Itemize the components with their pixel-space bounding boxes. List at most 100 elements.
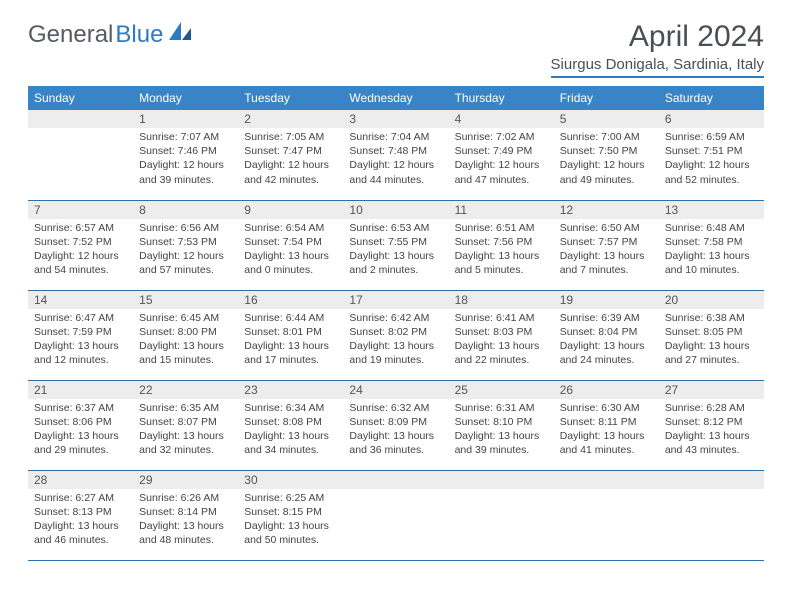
day-number: 9 [238,201,343,219]
day-details: Sunrise: 7:02 AMSunset: 7:49 PMDaylight:… [449,128,554,191]
day-number: 8 [133,201,238,219]
sunset-text: Sunset: 8:14 PM [139,505,232,519]
calendar-week-row: 1Sunrise: 7:07 AMSunset: 7:46 PMDaylight… [28,110,764,200]
sunrise-text: Sunrise: 6:25 AM [244,491,337,505]
title-block: April 2024 Siurgus Donigala, Sardinia, I… [551,20,764,78]
weekday-header: Sunday [28,86,133,110]
day-number: 29 [133,471,238,489]
day-details: Sunrise: 7:00 AMSunset: 7:50 PMDaylight:… [554,128,659,191]
day-details: Sunrise: 6:32 AMSunset: 8:09 PMDaylight:… [343,399,448,462]
day-details: Sunrise: 6:42 AMSunset: 8:02 PMDaylight:… [343,309,448,372]
day-details: Sunrise: 6:35 AMSunset: 8:07 PMDaylight:… [133,399,238,462]
day-details: Sunrise: 6:34 AMSunset: 8:08 PMDaylight:… [238,399,343,462]
sunset-text: Sunset: 8:12 PM [665,415,758,429]
day-details: Sunrise: 7:05 AMSunset: 7:47 PMDaylight:… [238,128,343,191]
sunset-text: Sunset: 8:13 PM [34,505,127,519]
day-details: Sunrise: 6:50 AMSunset: 7:57 PMDaylight:… [554,219,659,282]
day-number: 26 [554,381,659,399]
brand-part2: Blue [115,21,163,49]
daylight-text: Daylight: 13 hours and 32 minutes. [139,429,232,457]
day-details: Sunrise: 6:26 AMSunset: 8:14 PMDaylight:… [133,489,238,552]
daylight-text: Daylight: 12 hours and 52 minutes. [665,158,758,186]
calendar-day-cell: 2Sunrise: 7:05 AMSunset: 7:47 PMDaylight… [238,110,343,200]
day-number [449,471,554,489]
calendar-day-cell: 7Sunrise: 6:57 AMSunset: 7:52 PMDaylight… [28,200,133,290]
sunrise-text: Sunrise: 6:27 AM [34,491,127,505]
day-number: 3 [343,110,448,128]
day-details: Sunrise: 6:27 AMSunset: 8:13 PMDaylight:… [28,489,133,552]
daylight-text: Daylight: 13 hours and 0 minutes. [244,249,337,277]
calendar-day-cell [343,470,448,560]
calendar-day-cell: 19Sunrise: 6:39 AMSunset: 8:04 PMDayligh… [554,290,659,380]
daylight-text: Daylight: 13 hours and 34 minutes. [244,429,337,457]
daylight-text: Daylight: 13 hours and 46 minutes. [34,519,127,547]
sunset-text: Sunset: 8:06 PM [34,415,127,429]
weekday-header: Friday [554,86,659,110]
day-number: 27 [659,381,764,399]
daylight-text: Daylight: 13 hours and 29 minutes. [34,429,127,457]
daylight-text: Daylight: 12 hours and 57 minutes. [139,249,232,277]
daylight-text: Daylight: 13 hours and 50 minutes. [244,519,337,547]
weekday-header: Monday [133,86,238,110]
calendar-week-row: 7Sunrise: 6:57 AMSunset: 7:52 PMDaylight… [28,200,764,290]
day-number: 19 [554,291,659,309]
sunset-text: Sunset: 7:58 PM [665,235,758,249]
daylight-text: Daylight: 13 hours and 48 minutes. [139,519,232,547]
day-number: 17 [343,291,448,309]
day-details: Sunrise: 6:45 AMSunset: 8:00 PMDaylight:… [133,309,238,372]
month-title: April 2024 [551,20,764,54]
sunrise-text: Sunrise: 6:53 AM [349,221,442,235]
sunset-text: Sunset: 8:00 PM [139,325,232,339]
daylight-text: Daylight: 12 hours and 47 minutes. [455,158,548,186]
day-number: 11 [449,201,554,219]
sunrise-text: Sunrise: 7:00 AM [560,130,653,144]
sunrise-text: Sunrise: 6:30 AM [560,401,653,415]
calendar-day-cell: 25Sunrise: 6:31 AMSunset: 8:10 PMDayligh… [449,380,554,470]
sunset-text: Sunset: 7:52 PM [34,235,127,249]
sunrise-text: Sunrise: 6:32 AM [349,401,442,415]
calendar-day-cell: 17Sunrise: 6:42 AMSunset: 8:02 PMDayligh… [343,290,448,380]
calendar-day-cell: 23Sunrise: 6:34 AMSunset: 8:08 PMDayligh… [238,380,343,470]
calendar-day-cell [659,470,764,560]
calendar-day-cell: 15Sunrise: 6:45 AMSunset: 8:00 PMDayligh… [133,290,238,380]
calendar-day-cell: 9Sunrise: 6:54 AMSunset: 7:54 PMDaylight… [238,200,343,290]
day-number: 28 [28,471,133,489]
day-number: 21 [28,381,133,399]
day-details: Sunrise: 6:56 AMSunset: 7:53 PMDaylight:… [133,219,238,282]
calendar-day-cell: 21Sunrise: 6:37 AMSunset: 8:06 PMDayligh… [28,380,133,470]
sunrise-text: Sunrise: 6:39 AM [560,311,653,325]
day-number: 24 [343,381,448,399]
calendar-week-row: 21Sunrise: 6:37 AMSunset: 8:06 PMDayligh… [28,380,764,470]
day-details: Sunrise: 6:54 AMSunset: 7:54 PMDaylight:… [238,219,343,282]
sunset-text: Sunset: 8:15 PM [244,505,337,519]
day-details: Sunrise: 7:07 AMSunset: 7:46 PMDaylight:… [133,128,238,191]
day-details: Sunrise: 6:53 AMSunset: 7:55 PMDaylight:… [343,219,448,282]
sunset-text: Sunset: 7:59 PM [34,325,127,339]
weekday-header: Saturday [659,86,764,110]
calendar-day-cell [449,470,554,560]
sunset-text: Sunset: 7:48 PM [349,144,442,158]
calendar-day-cell: 14Sunrise: 6:47 AMSunset: 7:59 PMDayligh… [28,290,133,380]
daylight-text: Daylight: 13 hours and 2 minutes. [349,249,442,277]
sunrise-text: Sunrise: 6:35 AM [139,401,232,415]
calendar-day-cell: 18Sunrise: 6:41 AMSunset: 8:03 PMDayligh… [449,290,554,380]
daylight-text: Daylight: 12 hours and 54 minutes. [34,249,127,277]
location-label: Siurgus Donigala, Sardinia, Italy [551,56,764,78]
calendar-day-cell: 22Sunrise: 6:35 AMSunset: 8:07 PMDayligh… [133,380,238,470]
sunrise-text: Sunrise: 6:42 AM [349,311,442,325]
daylight-text: Daylight: 13 hours and 17 minutes. [244,339,337,367]
daylight-text: Daylight: 12 hours and 49 minutes. [560,158,653,186]
weekday-header: Tuesday [238,86,343,110]
sunset-text: Sunset: 8:07 PM [139,415,232,429]
sunset-text: Sunset: 8:02 PM [349,325,442,339]
sunrise-text: Sunrise: 6:34 AM [244,401,337,415]
calendar-day-cell: 16Sunrise: 6:44 AMSunset: 8:01 PMDayligh… [238,290,343,380]
day-details: Sunrise: 7:04 AMSunset: 7:48 PMDaylight:… [343,128,448,191]
calendar-day-cell: 11Sunrise: 6:51 AMSunset: 7:56 PMDayligh… [449,200,554,290]
sunset-text: Sunset: 8:08 PM [244,415,337,429]
daylight-text: Daylight: 12 hours and 44 minutes. [349,158,442,186]
sunrise-text: Sunrise: 6:44 AM [244,311,337,325]
calendar-week-row: 14Sunrise: 6:47 AMSunset: 7:59 PMDayligh… [28,290,764,380]
calendar-week-row: 28Sunrise: 6:27 AMSunset: 8:13 PMDayligh… [28,470,764,560]
sunrise-text: Sunrise: 6:51 AM [455,221,548,235]
